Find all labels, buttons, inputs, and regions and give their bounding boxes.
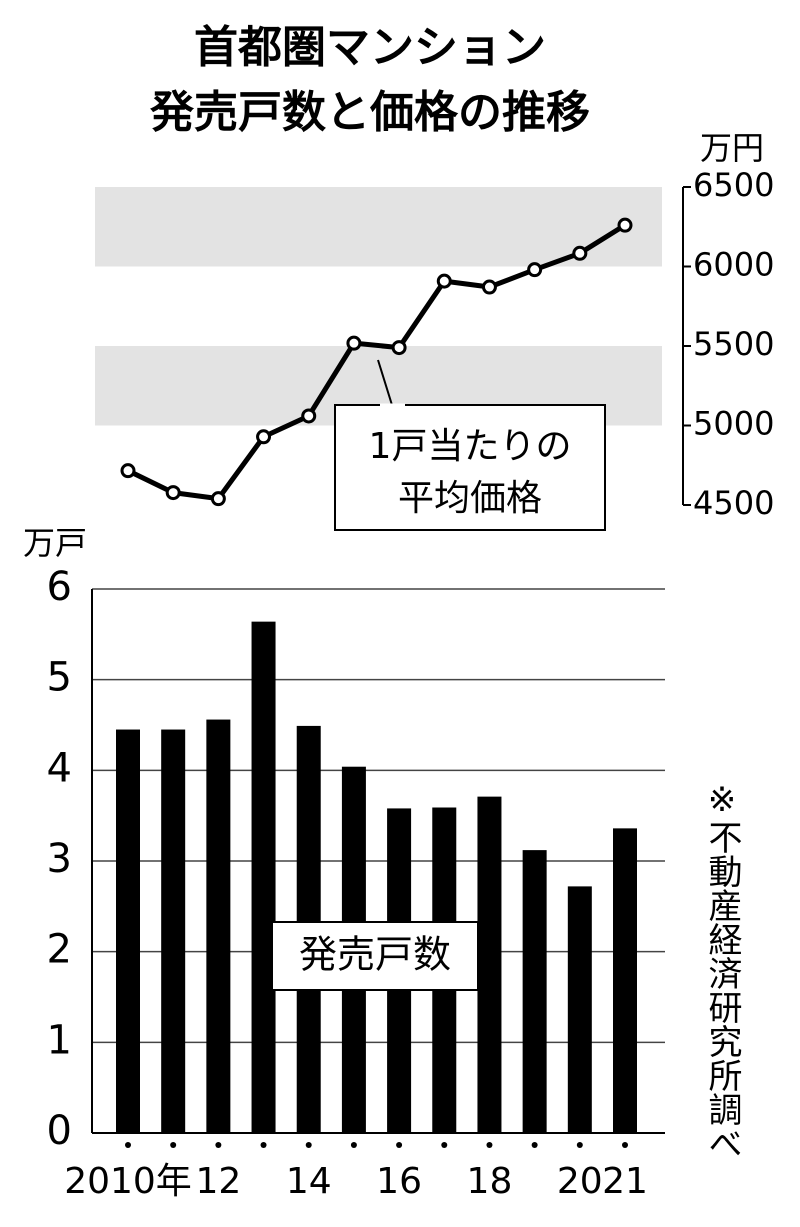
marker — [120, 463, 136, 479]
x-tick-label: 14 — [286, 1161, 332, 1202]
marker — [617, 217, 633, 233]
y-tick-label: 6000 — [693, 246, 774, 284]
chart-title: 首都圏マンション — [194, 22, 546, 73]
x-tick-dot — [576, 1142, 583, 1148]
bar — [567, 886, 592, 1133]
x-tick-dot — [396, 1142, 403, 1148]
y-tick-label: 4500 — [693, 484, 774, 522]
x-tick-label: 20 — [557, 1161, 603, 1202]
y-tick-label: 5000 — [693, 405, 774, 443]
marker — [256, 429, 272, 445]
y-tick-label: 5500 — [693, 325, 774, 363]
x-tick-dot — [441, 1142, 448, 1148]
x-tick-label: 21 — [602, 1161, 648, 1202]
line — [126, 223, 627, 502]
marker — [165, 485, 181, 501]
x-tick-label: 12 — [195, 1161, 241, 1202]
chart-title: 発売戸数と価格の推移 — [149, 87, 590, 138]
y-tick-label: 2 — [47, 927, 72, 973]
x-tick-dot — [170, 1142, 177, 1148]
y-tick-label: 5 — [47, 655, 72, 701]
marker — [572, 245, 588, 261]
y-tick-label: 3 — [47, 836, 72, 882]
x-tick-dot — [305, 1142, 312, 1148]
x-tick-dot — [350, 1142, 357, 1148]
x-tick-label: 18 — [467, 1161, 513, 1202]
annotation-box — [334, 404, 606, 531]
y-unit: 万戸 — [23, 524, 87, 562]
marker — [527, 262, 543, 278]
bar — [161, 729, 186, 1133]
y-tick-label: 4 — [47, 745, 72, 791]
annotation: 平均価格 — [398, 478, 542, 519]
marker — [436, 273, 452, 289]
bar — [477, 796, 502, 1133]
x-tick-label: 16 — [376, 1161, 422, 1202]
x-tick-dot — [622, 1142, 628, 1148]
marker — [210, 491, 226, 507]
bar — [251, 621, 276, 1133]
bar — [522, 850, 547, 1133]
bar — [206, 719, 231, 1133]
marker — [391, 340, 407, 356]
x-tick-label: 2010年 — [64, 1161, 192, 1202]
x-tick-dot — [260, 1142, 267, 1148]
x-tick-dot — [125, 1142, 131, 1148]
source: ※不動産経済研究所調べ — [702, 780, 742, 1160]
marker — [301, 408, 317, 424]
bar — [613, 828, 637, 1133]
bar — [116, 729, 140, 1133]
y-tick-label: 0 — [47, 1108, 72, 1154]
x-tick-dot — [486, 1142, 493, 1148]
y-tick-label: 6500 — [693, 166, 774, 204]
y-unit: 万円 — [700, 129, 764, 167]
annotation: 1戸当たりの — [369, 426, 572, 467]
marker — [481, 279, 497, 295]
y-tick-label: 6 — [47, 564, 72, 610]
x-tick-dot — [531, 1142, 538, 1148]
marker — [346, 335, 362, 351]
band — [95, 187, 662, 267]
label-box — [271, 921, 479, 991]
x-tick-dot — [215, 1142, 222, 1148]
series-label: 発売戸数 — [299, 933, 451, 977]
y-tick-label: 1 — [47, 1017, 72, 1063]
